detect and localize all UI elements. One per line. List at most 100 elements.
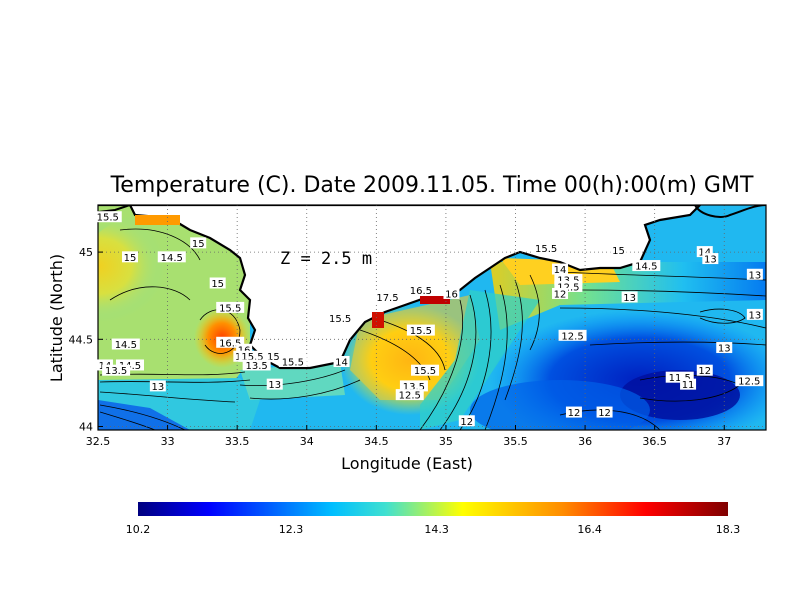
contour-label-bg (236, 343, 253, 355)
x-tick-label: 37 (717, 435, 731, 448)
contour-label-text: 15 (124, 253, 137, 264)
contour-label-text: 12 (568, 408, 581, 419)
contour-label-bg (558, 329, 587, 341)
contour-label-bg (157, 251, 186, 263)
x-tick-label: 34 (300, 435, 314, 448)
contour-label-bg (333, 355, 350, 367)
contour-label: 13 (746, 268, 763, 281)
contour-label-text: 17.5 (376, 293, 398, 304)
contour-label: 12 (596, 406, 613, 419)
plot-frame (97, 204, 767, 431)
contour-label-bg (406, 284, 435, 296)
contour-label: 13 (149, 380, 166, 393)
contour-label: 14.5 (111, 338, 140, 351)
contour-label: 12.5 (554, 280, 583, 293)
contour-label-text: 14 (554, 265, 567, 276)
contour-label-text: 13.5 (105, 366, 127, 377)
contour-label-bg (716, 342, 733, 354)
contour-label-bg (266, 378, 283, 390)
contour-label-bg (610, 244, 627, 256)
contour-label: 15.5 (411, 364, 440, 377)
depth-annotation: Z = 2.5 m (280, 249, 372, 269)
contour-label-text: 11.5 (669, 373, 691, 384)
contour-label-text: 15 (211, 279, 224, 290)
contour-label-bg (278, 355, 307, 367)
y-tick-label: 44 (79, 421, 93, 434)
contour-label-text: 16.5 (219, 338, 241, 349)
contour-label-text: 15 (267, 352, 280, 363)
contour-label: 11 (680, 378, 697, 391)
contour-label-bg (552, 263, 569, 275)
contour-label: 15.5 (532, 242, 561, 255)
contour-label-text: 15.5 (414, 366, 436, 377)
colorbar-tick-label: 16.4 (577, 523, 602, 536)
contour-label-bg (735, 375, 764, 387)
contour-label: 12 (565, 406, 582, 419)
contour-label-text: 13.5 (403, 382, 425, 393)
contour-label: 15 (209, 277, 226, 290)
contour-label: 13.5 (242, 359, 271, 372)
contour-label-text: 14.5 (635, 262, 657, 273)
contour-label: 13.5 (399, 380, 428, 393)
contour-label-bg (596, 406, 613, 418)
y-axis-label: Latitude (North) (47, 254, 66, 382)
contour-label-bg (746, 268, 763, 280)
contour-label-text: 12 (554, 289, 567, 300)
central-south-blue (470, 380, 650, 430)
contour-label-bg (149, 380, 166, 392)
contour-label-text: 13 (704, 255, 717, 266)
contour-label: 15.5 (238, 350, 267, 363)
contour-label-text: 12 (460, 417, 473, 428)
contour-label-text: 12.5 (738, 377, 760, 388)
colorbar-tick-label: 10.2 (126, 523, 151, 536)
x-tick-label: 32.5 (86, 435, 111, 448)
contour-label-bg (702, 253, 719, 265)
contour-label: 12 (696, 364, 713, 377)
x-axis-label: Longitude (East) (341, 454, 473, 473)
contour-label-bg (242, 359, 271, 371)
south-coast-band (240, 362, 345, 400)
contour-label-bg (565, 406, 582, 418)
contour-label: 13.5 (102, 364, 131, 377)
contour-label: 14 (552, 263, 569, 276)
contour-label-bg (395, 389, 424, 401)
contour-label-text: 12.5 (557, 282, 579, 293)
contour-label-text: 13 (718, 344, 731, 355)
contour-label: 13 (621, 291, 638, 304)
contour-label: 16.5 (406, 284, 435, 297)
contour-label-text: 11 (682, 380, 695, 391)
contour-label-text: 15.5 (535, 244, 557, 255)
contour-label-bg (265, 350, 282, 362)
contour-label-text: 14.5 (161, 253, 183, 264)
contour-label-bg (532, 242, 561, 254)
contour-label-text: 15.5 (97, 213, 119, 224)
contour-label: 12 (552, 287, 569, 300)
contour-label-text: 13 (748, 270, 761, 281)
coastal-red-block-2 (372, 312, 384, 328)
contour-label-bg (111, 338, 140, 350)
contour-label: 15 (122, 251, 139, 264)
contour-label-text: 12.5 (561, 331, 583, 342)
contour-label-bg (122, 251, 139, 263)
x-tick-label: 33 (161, 435, 175, 448)
contour-label: 16 (443, 287, 460, 300)
contour-label-bg (216, 301, 245, 313)
contour-label-bg (209, 277, 226, 289)
contour-label: 15.5 (326, 312, 355, 325)
contour-label: 12.5 (395, 389, 424, 402)
contour-label-bg (93, 211, 122, 223)
contour-label: 15.5 (216, 301, 245, 314)
contour-label: 14.5 (632, 260, 661, 273)
contour-label-bg (411, 364, 440, 376)
contour-label-text: 13.5 (246, 361, 268, 372)
contour-label: 14.5 (157, 251, 186, 264)
contour-label: 12.5 (558, 329, 587, 342)
chart-title: Temperature (C). Date 2009.11.05. Time 0… (110, 173, 754, 198)
east-cold-core (620, 370, 740, 420)
contour-label-text: 15.5 (282, 357, 304, 368)
x-tick-label: 34.5 (364, 435, 389, 448)
contour-label-text: 12.5 (399, 391, 421, 402)
contour-label-text: 15.5 (410, 326, 432, 337)
contour-label: 15.5 (278, 355, 307, 368)
contour-label-text: 16.5 (410, 286, 432, 297)
